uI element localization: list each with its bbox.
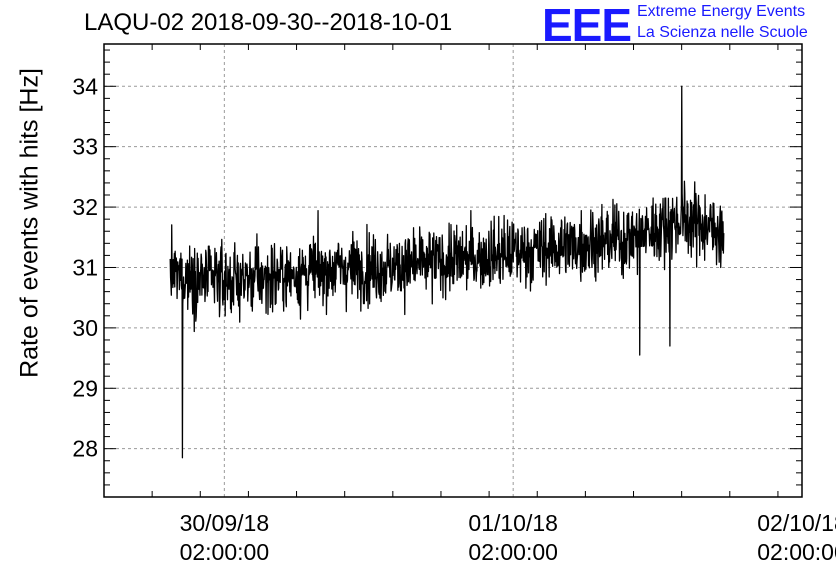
y-tick-label: 33 xyxy=(72,134,98,160)
x-tick-label-time: 02:00:00 xyxy=(757,539,836,565)
x-tick-label-time: 02:00:00 xyxy=(180,539,270,565)
x-tick-label-date: 30/09/18 xyxy=(180,510,270,536)
y-tick-label: 34 xyxy=(72,73,98,99)
y-tick-label: 31 xyxy=(72,254,98,280)
y-tick-label: 32 xyxy=(72,194,98,220)
x-tick-label-time: 02:00:00 xyxy=(468,539,558,565)
eee-logo: EEE xyxy=(542,0,632,51)
logo-text-line1: Extreme Energy Events xyxy=(637,3,806,20)
plot-frame xyxy=(103,43,803,498)
y-axis-label: Rate of events with hits [Hz] xyxy=(15,68,44,378)
series-line xyxy=(169,85,725,459)
y-tick-label: 28 xyxy=(72,436,98,462)
chart-title: LAQU-02 2018-09-30--2018-10-01 xyxy=(84,9,453,36)
y-tick-label: 29 xyxy=(72,375,98,401)
y-tick-label: 30 xyxy=(72,315,98,341)
x-tick-label-date: 02/10/18 xyxy=(757,510,836,536)
logo-text-line2: La Scienza nelle Scuole xyxy=(637,24,808,41)
x-tick-label-date: 01/10/18 xyxy=(468,510,558,536)
